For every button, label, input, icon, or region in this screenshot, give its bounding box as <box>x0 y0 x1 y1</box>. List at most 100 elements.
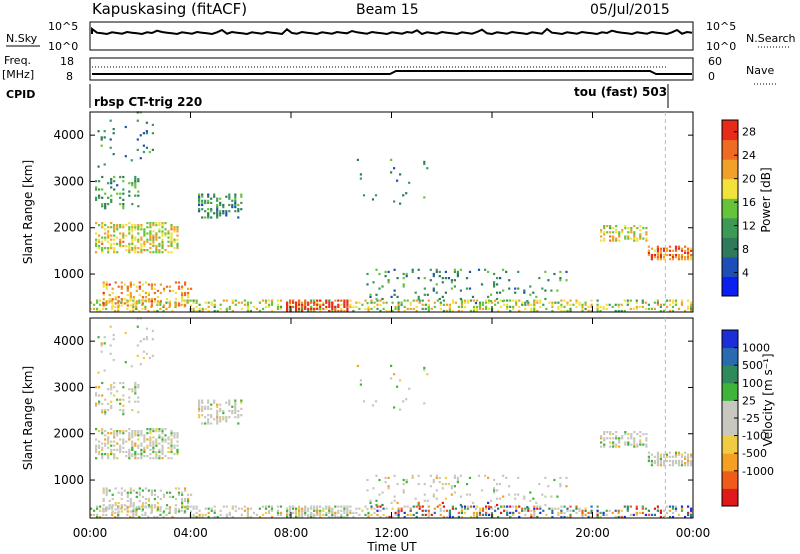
velocity-cell <box>548 507 551 510</box>
velocity-cell <box>310 507 313 510</box>
velocity-colorbar-segment <box>722 400 738 419</box>
velocity-cell <box>152 444 155 447</box>
power-cell <box>113 238 116 241</box>
velocity-cell <box>680 464 684 467</box>
power-cell <box>352 305 355 308</box>
velocity-cell <box>355 507 358 510</box>
power-cell <box>442 303 445 306</box>
velocity-cell <box>328 509 331 512</box>
velocity-cell <box>140 442 143 445</box>
velocity-cell <box>216 403 219 406</box>
velocity-cell <box>435 474 438 477</box>
power-cell <box>135 300 138 303</box>
velocity-frame <box>89 317 694 519</box>
x-tick-label: 00:00 <box>676 526 711 540</box>
velocity-cell <box>424 509 427 512</box>
velocity-cell <box>174 487 178 490</box>
power-cell <box>423 287 426 290</box>
velocity-cell <box>529 491 532 494</box>
velocity-cell <box>373 511 376 514</box>
power-cell <box>665 299 669 302</box>
velocity-colorbar-segment <box>722 418 738 437</box>
velocity-cell <box>181 493 184 496</box>
power-cell <box>533 303 536 306</box>
power-cell <box>454 301 457 304</box>
power-cell <box>119 196 122 199</box>
velocity-cell <box>90 513 93 516</box>
power-cell <box>441 281 444 284</box>
velocity-cell <box>391 507 394 510</box>
velocity-cell <box>488 513 491 516</box>
power-cell <box>128 222 131 225</box>
power-cell <box>515 301 518 304</box>
power-cell <box>369 293 372 296</box>
velocity-cell <box>596 509 599 512</box>
power-cell <box>671 299 675 302</box>
power-cell <box>690 247 693 250</box>
power-cell <box>313 303 316 306</box>
power-cell <box>362 194 366 197</box>
velocity-cell <box>596 511 599 514</box>
velocity-cell <box>362 400 366 403</box>
velocity-cell <box>171 495 175 498</box>
power-cell <box>307 301 310 304</box>
velocity-cell <box>149 440 152 443</box>
power-cell <box>366 302 369 305</box>
velocity-cell <box>426 373 429 376</box>
power-cell <box>402 285 405 288</box>
power-cell <box>343 303 346 306</box>
velocity-cell <box>114 511 117 514</box>
power-cell <box>128 249 131 252</box>
power-cell <box>638 305 641 308</box>
velocity-cell <box>102 504 105 507</box>
power-cell <box>95 198 98 201</box>
velocity-cell <box>176 450 179 454</box>
velocity-cell <box>213 515 216 519</box>
velocity-cell <box>680 459 684 463</box>
power-cell <box>674 299 678 302</box>
power-cell <box>581 305 584 308</box>
power-cell <box>170 226 173 229</box>
power-cell <box>581 309 584 313</box>
power-cell <box>687 258 690 261</box>
power-cell <box>225 214 228 217</box>
velocity-cell <box>650 459 653 463</box>
power-cell <box>216 309 219 313</box>
velocity-cell <box>629 505 632 508</box>
power-cell <box>198 197 201 200</box>
velocity-cell <box>438 476 441 479</box>
velocity-cell <box>137 434 140 437</box>
velocity-cell <box>459 495 462 498</box>
power-cell <box>412 299 415 302</box>
velocity-cell <box>384 481 387 484</box>
velocity-cell <box>122 450 125 454</box>
velocity-cell <box>234 505 237 508</box>
velocity-cell <box>135 509 138 512</box>
power-cell <box>581 307 584 310</box>
velocity-cell <box>165 507 168 510</box>
power-cell <box>198 309 201 313</box>
power-cell <box>144 291 147 295</box>
velocity-cell <box>131 453 134 456</box>
power-cell <box>228 210 231 213</box>
power-cell <box>101 249 104 252</box>
velocity-cell <box>137 453 140 456</box>
power-cell <box>114 305 117 308</box>
velocity-cell <box>134 381 137 385</box>
x-axis-label: Time UT <box>366 540 417 554</box>
velocity-cell <box>168 495 172 498</box>
velocity-cell <box>364 505 367 508</box>
power-cell <box>530 309 533 313</box>
velocity-cell <box>639 441 642 444</box>
velocity-cell <box>474 508 478 511</box>
velocity-cell <box>162 493 166 496</box>
power-cell <box>508 279 511 282</box>
power-cell <box>107 251 110 254</box>
power-cell <box>107 226 110 229</box>
power-cell <box>129 304 132 307</box>
power-cell <box>298 305 301 308</box>
power-cell <box>334 309 337 313</box>
velocity-cell <box>143 438 146 441</box>
velocity-cell <box>590 509 593 512</box>
